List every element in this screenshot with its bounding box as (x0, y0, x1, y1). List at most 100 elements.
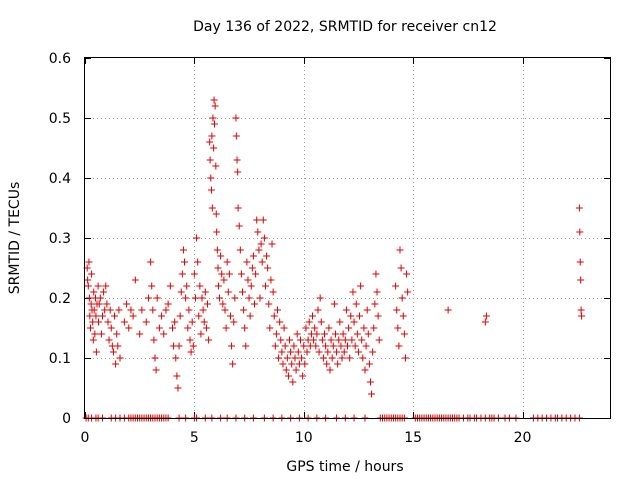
data-point (216, 294, 224, 302)
data-point (174, 384, 182, 392)
data-point (284, 372, 292, 380)
data-point (257, 240, 265, 248)
data-point (89, 336, 97, 344)
data-point (316, 294, 324, 302)
data-point (318, 336, 326, 344)
data-point (278, 348, 286, 356)
data-point (248, 264, 256, 272)
data-point (394, 324, 402, 332)
data-point (361, 366, 369, 374)
data-point (331, 330, 339, 338)
data-point (176, 312, 184, 320)
x-axis-label: GPS time / hours (286, 459, 403, 475)
data-point (274, 306, 281, 314)
data-point (296, 336, 304, 344)
data-point (293, 330, 301, 338)
data-point (270, 312, 278, 320)
data-point (178, 270, 186, 278)
data-point (90, 306, 98, 314)
plot-frame (84, 57, 611, 419)
y-tick-label: 0.5 (49, 111, 71, 127)
data-point (211, 102, 219, 110)
data-point (255, 246, 263, 254)
x-tick-label: 0 (81, 430, 90, 446)
data-point (482, 312, 490, 320)
data-point (368, 390, 376, 398)
data-point (364, 330, 372, 338)
data-point (219, 300, 227, 308)
data-point (99, 312, 106, 320)
data-point (323, 360, 331, 368)
data-point (299, 372, 307, 380)
data-point (95, 318, 103, 326)
data-point (212, 210, 220, 218)
data-point (324, 348, 332, 356)
data-point (142, 318, 150, 326)
data-point (114, 342, 122, 350)
data-point (395, 342, 403, 350)
data-point (225, 270, 233, 278)
data-point (237, 270, 245, 278)
data-point (275, 354, 283, 362)
data-point (342, 306, 350, 314)
data-point (125, 324, 133, 332)
data-point (232, 114, 240, 122)
axis-ticks: 0 5 10 15 20 0 0.1 0.2 0.3 0.4 0.5 0.6 (49, 51, 610, 446)
data-point (301, 360, 309, 368)
data-point (151, 354, 159, 362)
data-point (214, 282, 222, 290)
data-point (190, 270, 198, 278)
data-point (363, 306, 371, 314)
data-point (232, 132, 240, 140)
data-point (236, 246, 244, 254)
data-point (208, 204, 216, 212)
data-point (577, 306, 585, 314)
x-tick-label: 5 (190, 430, 199, 446)
data-point (398, 294, 406, 302)
data-point (92, 312, 100, 320)
data-point (305, 318, 313, 326)
data-point (271, 342, 279, 350)
data-point (269, 288, 277, 296)
data-point (153, 294, 161, 302)
x-tick-label: 20 (514, 430, 532, 446)
data-point (303, 348, 311, 356)
data-point (353, 330, 361, 338)
data-point (206, 156, 214, 164)
data-point (290, 342, 298, 350)
data-point (201, 288, 209, 296)
data-point (127, 306, 135, 314)
data-point (286, 336, 294, 344)
data-point (341, 336, 349, 344)
data-point (360, 324, 368, 332)
data-point (249, 252, 257, 260)
data-point (95, 300, 103, 308)
data-point (113, 330, 121, 338)
data-point (162, 306, 170, 314)
data-point (181, 258, 189, 266)
data-point (208, 132, 216, 140)
data-point (253, 216, 261, 224)
data-point (397, 264, 405, 272)
data-point (575, 204, 583, 212)
data-point (172, 354, 180, 362)
data-point (576, 228, 584, 236)
data-point (84, 282, 92, 290)
data-point (160, 330, 168, 338)
data-point (195, 312, 203, 320)
data-point (373, 288, 381, 296)
data-point (393, 306, 401, 314)
data-point (317, 318, 325, 326)
data-point (179, 246, 187, 254)
data-point (234, 204, 242, 212)
data-point (340, 348, 348, 356)
data-point (191, 294, 199, 302)
data-point (198, 294, 206, 302)
data-point (189, 342, 197, 350)
data-point (401, 354, 409, 362)
data-point (356, 312, 364, 320)
data-point (374, 312, 382, 320)
data-point (107, 324, 115, 332)
data-point (322, 342, 330, 350)
data-point (88, 270, 96, 278)
